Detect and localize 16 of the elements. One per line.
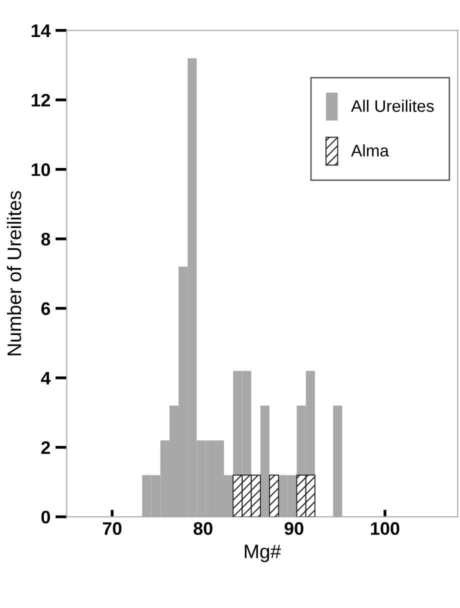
x-tick-label: 100 — [371, 522, 400, 535]
x-tick-label: 80 — [194, 522, 212, 535]
y-tick-label: 14 — [32, 24, 51, 37]
y-axis-title: Number of Ureilites — [6, 191, 22, 356]
y-tick-label: 10 — [32, 163, 50, 176]
legend-label: All Ureilites — [351, 100, 434, 112]
legend-label: Alma — [351, 144, 389, 157]
y-tick-label: 6 — [41, 302, 50, 316]
y-tick-label: 8 — [41, 232, 50, 246]
y-tick-label: 2 — [41, 441, 50, 454]
x-tick-label: 90 — [284, 522, 304, 535]
x-tick-label: 70 — [102, 522, 122, 535]
y-tick-label: 12 — [32, 94, 50, 106]
y-tick-label: 4 — [40, 372, 51, 384]
y-tick-label: 0 — [41, 510, 50, 524]
x-axis-title: Mg# — [244, 544, 282, 562]
